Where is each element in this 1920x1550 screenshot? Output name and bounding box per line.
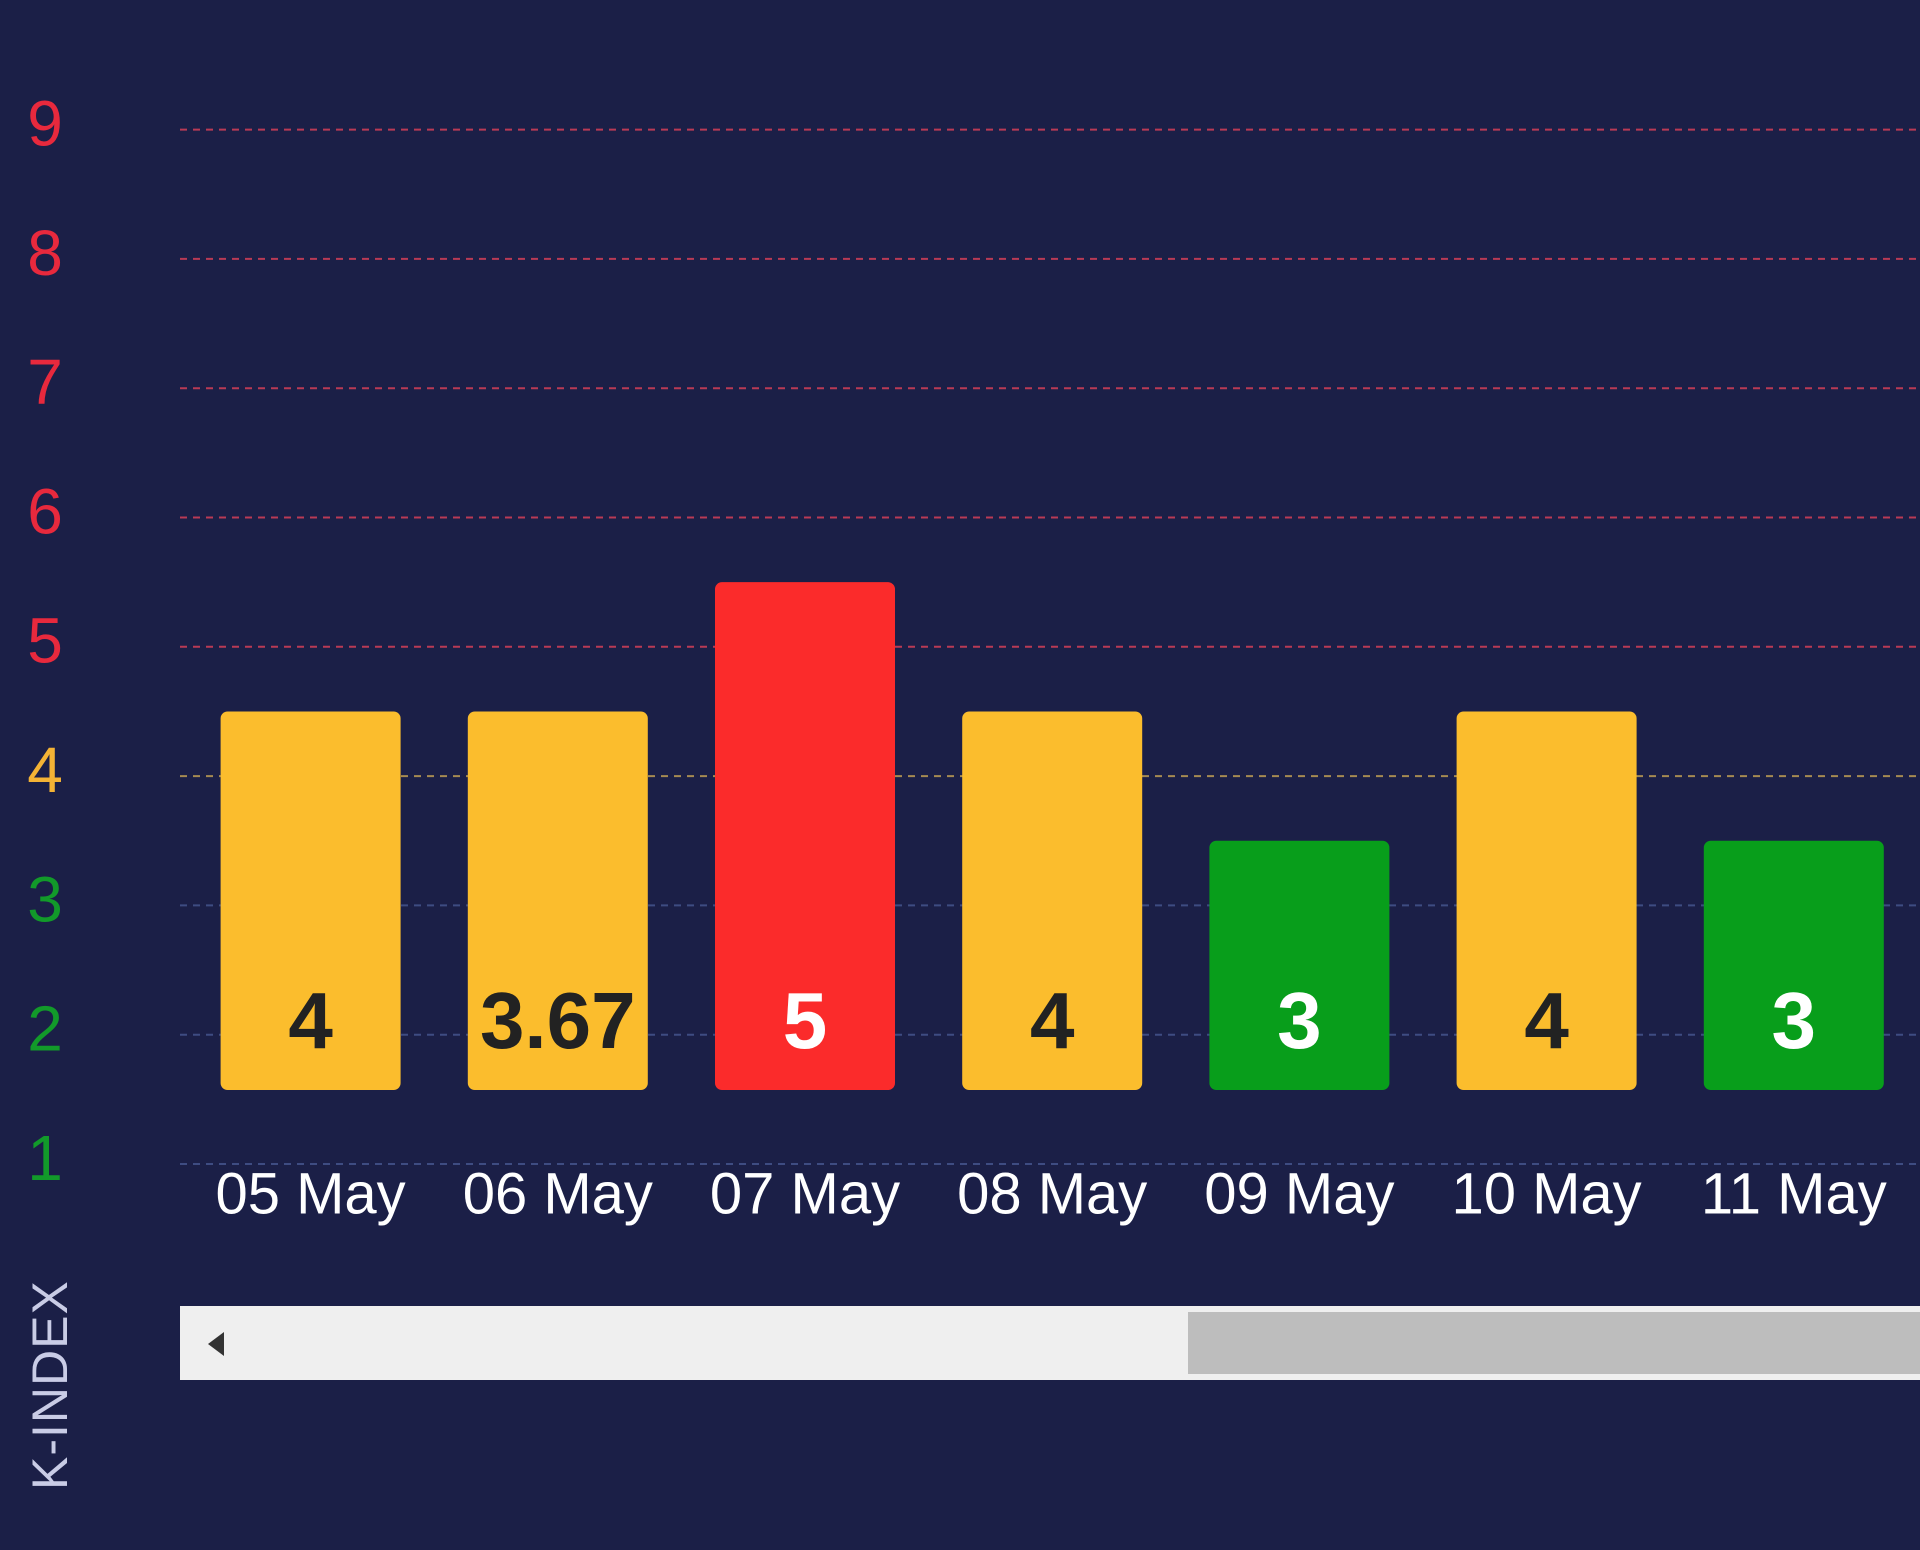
y-axis: 1 2 3 4 5 6 7 8 9: [27, 88, 63, 1194]
y-tick-label: 1: [27, 1122, 63, 1194]
bar[interactable]: [1703, 840, 1884, 1090]
y-tick-label: 5: [27, 605, 63, 677]
x-tick-label: 08 May: [957, 1161, 1147, 1226]
bar[interactable]: [1209, 840, 1390, 1090]
bar-value-label: 4: [288, 976, 333, 1065]
y-tick-label: 4: [27, 734, 63, 806]
x-axis: 05 May 06 May 07 May 08 May 09 May 10 May 11 M…: [215, 1161, 1886, 1226]
y-tick-label: 6: [27, 475, 63, 547]
x-tick-label: 06 May: [463, 1161, 653, 1226]
bar-value-label: 5: [783, 976, 828, 1065]
bar-value-label: 4: [1524, 976, 1569, 1065]
bar[interactable]: [1456, 711, 1637, 1090]
bar-value-label: 3.67: [480, 976, 636, 1065]
scroll-left-arrow-icon[interactable]: [208, 1332, 224, 1356]
y-tick-label: 3: [27, 863, 63, 935]
y-tick-label: 9: [27, 88, 63, 160]
horizontal-scrollbar[interactable]: [180, 1306, 1920, 1380]
x-tick-label: 10 May: [1451, 1161, 1641, 1226]
bar-value-label: 4: [1030, 976, 1075, 1065]
y-tick-label: 7: [27, 346, 63, 418]
x-tick-label: 07 May: [710, 1161, 900, 1226]
x-tick-label: 09 May: [1204, 1161, 1394, 1226]
x-tick-label: 05 May: [215, 1161, 405, 1226]
scroll-thumb[interactable]: [1188, 1312, 1920, 1374]
y-tick-label: 2: [27, 993, 63, 1065]
bar[interactable]: [220, 711, 401, 1090]
bar-value-label: 3: [1772, 976, 1817, 1065]
bars: 4 3.67 5 4 3 4 3: [220, 582, 1884, 1090]
y-tick-label: 8: [27, 217, 63, 289]
bar[interactable]: [715, 582, 895, 1090]
bar[interactable]: [467, 711, 648, 1090]
y-axis-title-text: K-INDEX: [22, 1280, 78, 1490]
bar-value-label: 3: [1277, 976, 1322, 1065]
bar[interactable]: [962, 711, 1143, 1090]
x-tick-label: 11 May: [1701, 1161, 1887, 1226]
